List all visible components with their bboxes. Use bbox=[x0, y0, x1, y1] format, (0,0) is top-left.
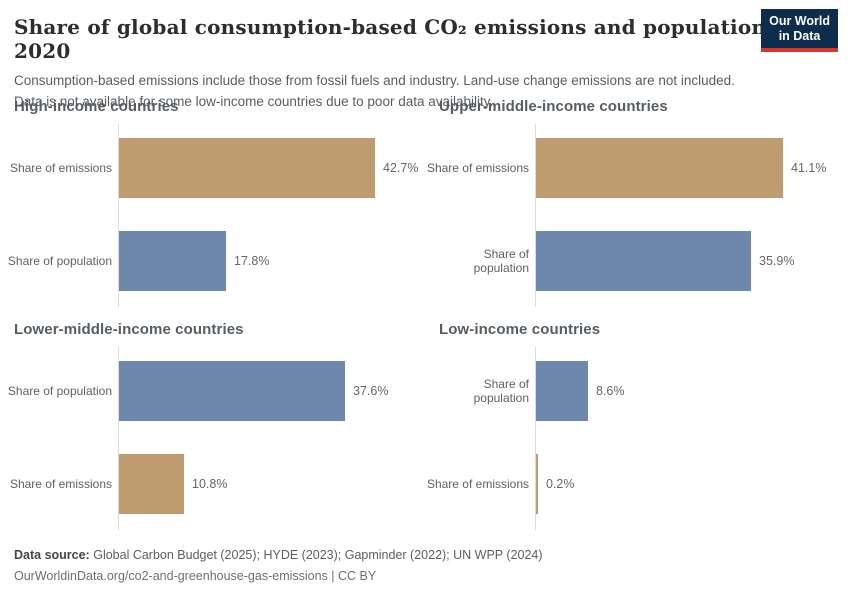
bar-row: Share of emissions 41.1% bbox=[425, 138, 850, 198]
bar-row: Share of emissions 10.8% bbox=[0, 454, 425, 514]
bar-row: Share of population 35.9% bbox=[425, 231, 850, 291]
bar-row: Share of population 8.6% bbox=[425, 361, 850, 421]
data-source-label: Data source: bbox=[14, 548, 90, 562]
population-bar bbox=[119, 361, 345, 421]
bar-value: 10.8% bbox=[192, 477, 228, 491]
owid-logo-line1: Our World bbox=[769, 14, 830, 28]
facet-panel: Lower-middle-income countries Share of po… bbox=[0, 318, 425, 533]
bar-value: 17.8% bbox=[234, 254, 270, 268]
chart-title: Share of global consumption-based CO₂ em… bbox=[14, 15, 774, 63]
facet-panel: Upper-middle-income countries Share of em… bbox=[425, 95, 850, 310]
chart-header: Share of global consumption-based CO₂ em… bbox=[0, 0, 850, 112]
owid-logo: Our World in Data bbox=[761, 9, 838, 52]
y-axis-line bbox=[118, 124, 119, 307]
emissions-bar bbox=[119, 454, 184, 514]
population-bar bbox=[119, 231, 226, 291]
population-bar bbox=[536, 231, 751, 291]
y-axis-line bbox=[535, 124, 536, 307]
facet-title: Low-income countries bbox=[439, 321, 601, 338]
y-axis-line bbox=[535, 347, 536, 530]
owid-logo-line2: in Data bbox=[778, 29, 821, 44]
bar-value: 35.9% bbox=[759, 254, 795, 268]
facet-title: Lower-middle-income countries bbox=[14, 321, 244, 338]
citation-line: OurWorldinData.org/co2-and-greenhouse-ga… bbox=[14, 569, 377, 583]
facet-panel: Low-income countries Share of population 8… bbox=[425, 318, 850, 533]
facet-panel: High-income countries Share of emissions 4… bbox=[0, 95, 425, 310]
bar-label: Share of emissions bbox=[426, 477, 529, 491]
bar-value: 41.1% bbox=[791, 161, 827, 175]
bar-label: Share of population bbox=[473, 247, 529, 275]
facet-panels: High-income countries Share of emissions 4… bbox=[0, 95, 850, 533]
bar-value: 42.7% bbox=[383, 161, 419, 175]
chart-subtitle: Consumption-based emissions include thos… bbox=[14, 73, 735, 109]
emissions-bar bbox=[536, 454, 538, 514]
bar-row: Share of emissions 42.7% bbox=[0, 138, 425, 198]
bar-label: Share of emissions bbox=[9, 477, 112, 491]
bar-row: Share of population 17.8% bbox=[0, 231, 425, 291]
bar-row: Share of population 37.6% bbox=[0, 361, 425, 421]
data-source-line: Data source: Global Carbon Budget (2025)… bbox=[14, 545, 543, 566]
bar-label: Share of population bbox=[7, 384, 112, 398]
facet-title: High-income countries bbox=[14, 98, 179, 115]
y-axis-line bbox=[118, 347, 119, 530]
bar-value: 37.6% bbox=[353, 384, 389, 398]
bar-value: 0.2% bbox=[546, 477, 575, 491]
data-source-text: Global Carbon Budget (2025); HYDE (2023)… bbox=[93, 548, 543, 562]
population-bar bbox=[536, 361, 588, 421]
bar-label: Share of population bbox=[7, 254, 112, 268]
bar-row: Share of emissions 0.2% bbox=[425, 454, 850, 514]
bar-label: Share of population bbox=[473, 377, 529, 405]
bar-label: Share of emissions bbox=[9, 161, 112, 175]
bar-value: 8.6% bbox=[596, 384, 625, 398]
bar-label: Share of emissions bbox=[426, 161, 529, 175]
chart-footer: Data source: Global Carbon Budget (2025)… bbox=[14, 545, 543, 587]
facet-title: Upper-middle-income countries bbox=[439, 98, 668, 115]
emissions-bar bbox=[119, 138, 375, 198]
emissions-bar bbox=[536, 138, 783, 198]
